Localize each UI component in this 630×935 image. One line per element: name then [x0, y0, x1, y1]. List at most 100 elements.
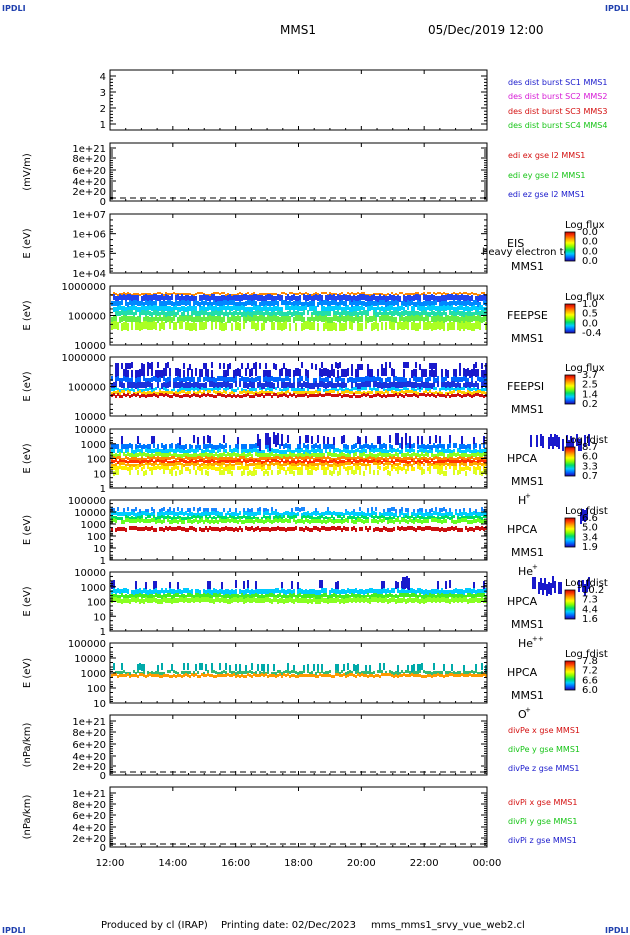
- spectrogram-band-feepse-4: [461, 311, 463, 316]
- spectrogram-band-feepsi-6: [445, 395, 447, 398]
- spectrogram-band-feepsi-1: [331, 368, 333, 376]
- spectrogram-band-feepsi-5: [239, 391, 241, 394]
- spectrogram-band-hpca-he-3: [463, 518, 465, 522]
- spectrogram-band-feepse-2: [333, 300, 335, 305]
- spectrogram-band-feepsi-6: [409, 394, 411, 397]
- spectrogram-band-feepsi-1: [279, 369, 281, 377]
- spectrogram-band-feepse-1: [461, 294, 463, 300]
- spectrogram-band-hpca-he-5: [387, 528, 389, 532]
- spectrogram-band-hpca-h-5: [425, 460, 427, 463]
- spectrogram-band-hpca-h-4: [131, 457, 133, 460]
- spectrogram-band-feepse-0: [399, 292, 401, 294]
- spectrogram-band-feepse-1: [159, 295, 161, 301]
- spectrogram-band-hpca-he-1: [253, 512, 255, 516]
- spectrogram-band-feepsi-6: [229, 394, 231, 397]
- spectrogram-band-feepse-5: [273, 315, 275, 321]
- spectrogram-band-feepse-3: [227, 305, 229, 310]
- spectrogram-band-hpca-he-5: [435, 527, 437, 531]
- spectrogram-band-feepsi-4: [259, 387, 261, 390]
- spectrogram-band-hpca-he-3: [467, 520, 469, 524]
- spectrogram-band-hpca-h-7: [153, 466, 155, 470]
- spectrogram-band-feepse-2: [145, 300, 147, 305]
- spectrogram-band-hpca-he-1: [255, 512, 257, 516]
- spectrogram-band-hpca-he-2: [209, 515, 211, 518]
- spectrogram-spike-hpca-h-1: [405, 433, 407, 445]
- spectrogram-band-feepse-1: [481, 295, 483, 301]
- spectrogram-band-feepse-4: [373, 310, 375, 315]
- spectrogram-band-feepsi-1: [333, 369, 335, 377]
- spectrogram-band-hpca-he-1: [341, 512, 343, 516]
- spectrogram-band-feepse-1: [327, 295, 329, 301]
- spectrogram-band-feepsi-6: [119, 395, 121, 398]
- spectrogram-band-hpca-he-3: [137, 518, 139, 522]
- spectrogram-band-feepse-2: [217, 301, 219, 306]
- spectrogram-band-feepse-2: [365, 302, 367, 307]
- spectrogram-band-feepse-3: [203, 306, 205, 311]
- spectrogram-band-feepse-0: [179, 293, 181, 295]
- spectrogram-band-feepse-6: [253, 321, 255, 329]
- spectrogram-spike-hpca-h-0: [265, 433, 267, 445]
- spectrogram-band-hpca-h-1: [127, 444, 129, 449]
- spectrogram-band-feepse-1: [345, 295, 347, 301]
- spectrogram-band-hpca-he-1: [205, 511, 207, 515]
- spectrogram-band-hpca-he-0: [291, 508, 293, 512]
- spectrogram-band-hpca-h-2: [257, 449, 259, 453]
- spectrogram-band-hpca-h-6: [265, 462, 267, 465]
- spectrogram-band-feepse-0: [193, 294, 195, 296]
- spectrogram-band-hpca-h-5: [457, 460, 459, 463]
- spectrogram-band-feepse-5: [121, 316, 123, 322]
- spectrogram-band-hpca-h-6: [225, 464, 227, 467]
- spectrogram-band-hpca-h-0: [223, 435, 225, 443]
- spectrogram-band-feepse-4: [479, 311, 481, 316]
- spectrogram-band-hpca-h-5: [133, 460, 135, 463]
- spectrogram-band-feepsi-3: [373, 381, 375, 387]
- spectrogram-band-feepsi-4: [125, 388, 127, 391]
- spectrogram-band-hpca-he-3: [425, 519, 427, 523]
- spectrogram-band-feepse-1: [393, 295, 395, 301]
- spectrogram-band-hpca-h-6: [311, 463, 313, 466]
- spectrogram-band-feepsi-5: [463, 391, 465, 394]
- spectrogram-band-feepsi-1: [371, 369, 373, 377]
- spectrogram-band-hpca-h-3: [291, 453, 293, 457]
- spectrogram-band-feepse-1: [293, 294, 295, 300]
- spectrogram-band-hpca-h-5: [381, 461, 383, 464]
- spectrogram-band-hpca-h-3: [327, 452, 329, 456]
- spectrogram-band-feepse-5: [439, 316, 441, 322]
- spectrogram-band-hpca-h-4: [425, 457, 427, 460]
- spectrogram-band-hpca-he-3: [475, 519, 477, 523]
- spectrogram-band-hpca-he-5: [369, 526, 371, 530]
- spectrogram-band-hpca-h-6: [173, 463, 175, 466]
- spectrogram-band-feepsi-2: [131, 377, 133, 382]
- spectrogram-band-feepse-5: [483, 316, 485, 322]
- spectrogram-band-feepse-4: [313, 310, 315, 315]
- spectrogram-band-feepsi-6: [389, 394, 391, 397]
- spectrogram-band-feepse-2: [125, 301, 127, 306]
- spectrogram-band-feepsi-6: [227, 394, 229, 397]
- spectrogram-band-hpca-he-2: [451, 516, 453, 519]
- spectrogram-band-hpca-h-0: [333, 437, 335, 445]
- spectrogram-band-hpca-h-5: [239, 459, 241, 462]
- spectrogram-band-hpca-he-5: [171, 527, 173, 531]
- spectrogram-band-feepse-0: [391, 292, 393, 294]
- spectrogram-band-hpca-he-3: [251, 519, 253, 523]
- spectrogram-band-hpca-h-4: [403, 457, 405, 460]
- spectrogram-band-hpca-h-5: [331, 460, 333, 463]
- spectrogram-band-feepse-4: [235, 310, 237, 315]
- spectrogram-band-hpca-he-3: [133, 519, 135, 523]
- spectrogram-band-feepsi-5: [115, 391, 117, 394]
- spectrogram-band-hpca-he-5: [279, 527, 281, 531]
- spectrogram-band-hpca-h-2: [423, 449, 425, 453]
- spectrogram-band-hpca-he-1: [449, 512, 451, 516]
- spectrogram-band-hpca-he-5: [313, 526, 315, 530]
- spectrogram-band-feepse-2: [363, 301, 365, 306]
- spectrogram-band-feepsi-2: [229, 377, 231, 382]
- spectrogram-band-hpca-he-2: [241, 516, 243, 519]
- colorbar: [565, 304, 575, 333]
- spectrogram-band-hpca-h-6: [221, 462, 223, 465]
- spectrogram-band-feepse-3: [463, 307, 465, 312]
- spectrogram-band-feepse-4: [377, 312, 379, 317]
- spectrogram-band-feepsi-0: [283, 363, 285, 369]
- spectrogram-spike-hpca-h-1: [409, 436, 411, 448]
- spectrogram-band-hpca-he-3: [187, 519, 189, 523]
- spectrogram-band-hpca-h-7: [339, 466, 341, 470]
